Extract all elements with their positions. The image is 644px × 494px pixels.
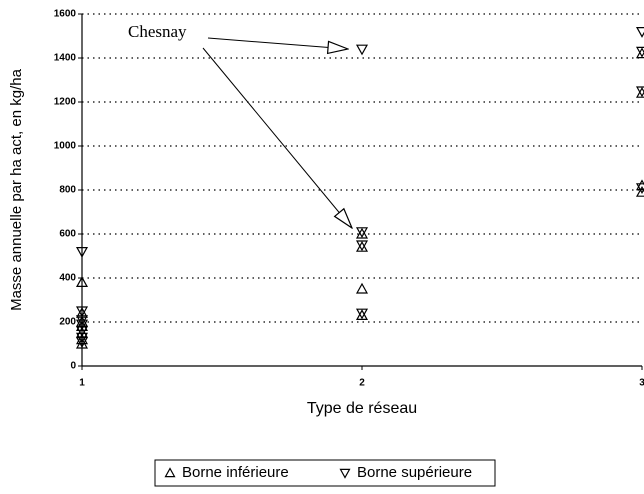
x-axis-label: Type de réseau	[307, 400, 417, 417]
legend-marker	[339, 468, 351, 479]
point	[75, 326, 89, 338]
x-tick-label: 3	[639, 378, 644, 389]
y-axis-label: Masse annuelle par ha act, en kg/ha	[8, 68, 25, 310]
point	[635, 179, 644, 191]
point	[635, 27, 644, 38]
point	[355, 44, 369, 56]
point	[355, 282, 369, 294]
point	[355, 227, 369, 239]
point	[635, 86, 644, 98]
legend-box	[154, 459, 496, 487]
legend-label: Borne supérieure	[357, 464, 472, 481]
legend: Borne inférieure Borne supérieure	[164, 464, 472, 481]
y-tick-label: 0	[70, 361, 76, 372]
y-tick-label: 1000	[54, 141, 77, 152]
x-tick-label: 2	[359, 378, 365, 389]
point	[635, 185, 644, 197]
legend-label: Borne inférieure	[182, 464, 289, 481]
annotation: Chesnay	[128, 22, 187, 41]
y-tick-label: 1600	[54, 9, 77, 20]
point	[75, 276, 89, 287]
annotation-arrow	[202, 47, 352, 228]
point	[355, 240, 369, 252]
annotation-arrow	[207, 37, 348, 49]
point	[355, 308, 369, 320]
point	[75, 306, 89, 318]
y-tick-label: 1200	[54, 97, 77, 108]
y-tick-label: 600	[59, 229, 76, 240]
x-tick-label: 1	[79, 378, 85, 389]
point	[75, 247, 89, 258]
point	[75, 319, 89, 331]
y-tick-label: 800	[59, 185, 76, 196]
y-tick-label: 1400	[54, 53, 77, 64]
legend-marker	[164, 467, 176, 478]
point	[75, 337, 89, 349]
y-tick-label: 200	[59, 317, 76, 328]
y-tick-label: 400	[59, 273, 76, 284]
point	[635, 183, 644, 195]
point	[635, 46, 644, 58]
